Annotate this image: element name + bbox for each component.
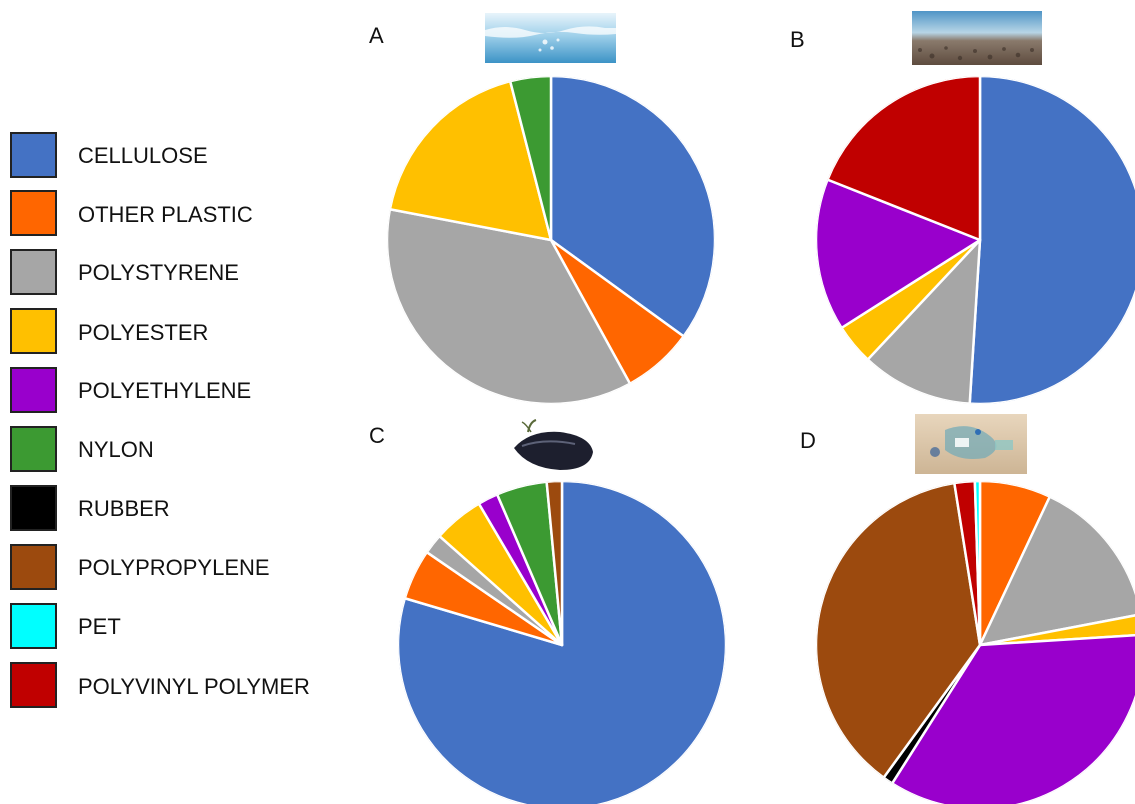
beach-litter-photo [915,414,1027,474]
legend-item-pet: PET [10,603,121,649]
panel-label-c: C [369,423,385,448]
legend-swatch [10,544,57,590]
legend-item-polyethylene: POLYETHYLENE [10,367,251,413]
legend-swatch [10,662,57,708]
legend-item-cellulose: CELLULOSE [10,132,208,178]
legend-swatch [10,308,57,354]
pie-slice-polypropylene [816,481,982,779]
pie-slice-polyvinyl-polymer [826,76,982,242]
water-photo [485,13,616,63]
legend-item-polyester: POLYESTER [10,308,208,354]
legend-swatch [10,603,57,649]
legend-item-rubber: RUBBER [10,485,170,531]
legend-label: POLYVINYL POLYMER [78,674,310,699]
legend-label: CELLULOSE [78,143,208,168]
pie-slice-polystyrene [978,495,1135,647]
panel-label-a: A [369,23,384,48]
legend-item-polypropylene: POLYPROPYLENE [10,544,270,590]
pie-chart-c [398,481,726,804]
pie-slice-cellulose [968,76,1135,404]
legend-label: PET [78,614,121,639]
legend-item-nylon: NYLON [10,426,154,472]
legend-swatch [10,132,57,178]
legend-swatch [10,367,57,413]
mussel-photo [514,419,593,470]
panel-label-d: D [800,428,816,453]
legend-label: RUBBER [78,496,170,521]
legend-label: NYLON [78,437,154,462]
legend-swatch [10,485,57,531]
legend-item-polystyrene: POLYSTYRENE [10,249,239,295]
legend-label: POLYESTER [78,320,208,345]
legend-swatch [10,249,57,295]
sediment-photo [912,11,1042,65]
pie-slice-polystyrene [387,208,632,404]
panel-label-b: B [790,27,805,52]
legend-item-polyvinyl-polymer: POLYVINYL POLYMER [10,662,310,708]
legend-label: POLYSTYRENE [78,260,239,285]
legend-swatch [10,190,57,236]
pie-chart-d [816,481,1135,804]
pie-chart-a [387,76,715,404]
legend: CELLULOSE OTHER PLASTIC POLYSTYRENE POLY… [10,132,310,708]
pie-chart-b [816,76,1135,404]
pie-slice-polyethylene [816,178,982,330]
legend-swatch [10,426,57,472]
legend-label: POLYETHYLENE [78,378,251,403]
pie-slice-polyester [978,613,1135,647]
legend-label: POLYPROPYLENE [78,555,270,580]
legend-item-other-plastic: OTHER PLASTIC [10,190,253,236]
pie-slice-polystyrene [866,238,982,404]
legend-label: OTHER PLASTIC [78,202,253,227]
